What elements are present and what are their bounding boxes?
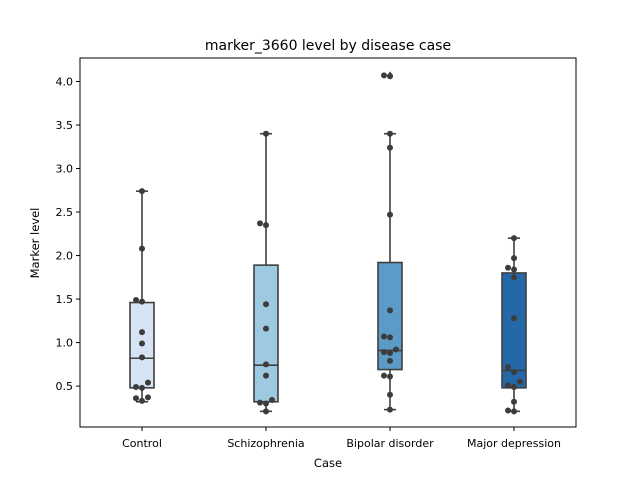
x-axis-label: Case bbox=[314, 456, 342, 470]
data-point bbox=[263, 301, 269, 308]
data-point bbox=[511, 315, 517, 322]
data-point bbox=[139, 354, 145, 361]
y-tick-label: 2.0 bbox=[56, 250, 74, 263]
y-tick-label: 1.5 bbox=[56, 293, 74, 306]
data-point bbox=[263, 408, 269, 415]
data-point bbox=[511, 369, 517, 376]
data-point bbox=[387, 350, 393, 357]
data-point bbox=[133, 383, 139, 390]
data-point bbox=[145, 394, 151, 401]
data-point bbox=[387, 73, 393, 80]
y-tick-label: 1.0 bbox=[56, 337, 74, 350]
data-point bbox=[387, 406, 393, 413]
data-point bbox=[387, 307, 393, 314]
data-point bbox=[381, 72, 387, 79]
data-point bbox=[511, 408, 517, 415]
data-point bbox=[263, 400, 269, 407]
data-point bbox=[139, 245, 145, 252]
plot-frame bbox=[79, 57, 577, 428]
data-point bbox=[517, 378, 523, 385]
data-point bbox=[505, 264, 511, 271]
y-axis-label: Marker level bbox=[28, 208, 42, 279]
data-point bbox=[387, 357, 393, 364]
data-point bbox=[139, 340, 145, 347]
data-point bbox=[511, 383, 517, 390]
data-point bbox=[511, 255, 517, 262]
y-tick-label: 3.0 bbox=[56, 163, 74, 176]
data-point bbox=[511, 274, 517, 281]
x-tick-label: Major depression bbox=[467, 437, 561, 450]
data-point bbox=[387, 211, 393, 218]
data-point bbox=[387, 373, 393, 380]
y-axis: 0.5 1.0 1.5 2.0 2.5 3.0 3.5 4.0 bbox=[56, 75, 80, 393]
data-point bbox=[139, 188, 145, 195]
data-point bbox=[511, 235, 517, 242]
data-point bbox=[263, 130, 269, 137]
y-tick-label: 0.5 bbox=[56, 380, 74, 393]
data-point bbox=[133, 395, 139, 402]
x-axis: Control Schizophrenia Bipolar disorder Majo… bbox=[122, 427, 561, 450]
data-point bbox=[139, 329, 145, 336]
x-tick-label: Schizophrenia bbox=[227, 437, 304, 450]
data-point bbox=[263, 325, 269, 332]
data-point bbox=[387, 130, 393, 137]
data-point bbox=[269, 397, 275, 404]
data-point bbox=[387, 144, 393, 151]
x-tick-label: Bipolar disorder bbox=[346, 437, 434, 450]
data-point bbox=[263, 372, 269, 379]
data-point bbox=[387, 391, 393, 398]
box-iqr bbox=[253, 264, 279, 403]
plot-marks bbox=[129, 71, 527, 415]
data-point bbox=[145, 379, 151, 386]
data-point bbox=[387, 334, 393, 341]
data-point bbox=[257, 399, 263, 406]
data-point bbox=[257, 220, 263, 227]
data-point bbox=[139, 298, 145, 305]
data-point bbox=[505, 363, 511, 370]
data-point bbox=[263, 222, 269, 229]
data-point bbox=[139, 384, 145, 391]
x-tick-label: Control bbox=[122, 437, 162, 450]
data-point bbox=[133, 296, 139, 303]
data-point bbox=[139, 397, 145, 404]
y-tick-label: 2.5 bbox=[56, 206, 74, 219]
data-point bbox=[381, 372, 387, 379]
data-point bbox=[511, 398, 517, 405]
y-tick-label: 3.5 bbox=[56, 119, 74, 132]
data-point bbox=[381, 333, 387, 340]
data-point bbox=[381, 349, 387, 356]
y-tick-label: 4.0 bbox=[56, 75, 74, 88]
data-point bbox=[505, 382, 511, 389]
data-point bbox=[511, 266, 517, 273]
chart-title: marker_3660 level by disease case bbox=[205, 38, 451, 54]
data-point bbox=[505, 407, 511, 414]
data-point bbox=[393, 346, 399, 353]
data-point bbox=[263, 361, 269, 368]
